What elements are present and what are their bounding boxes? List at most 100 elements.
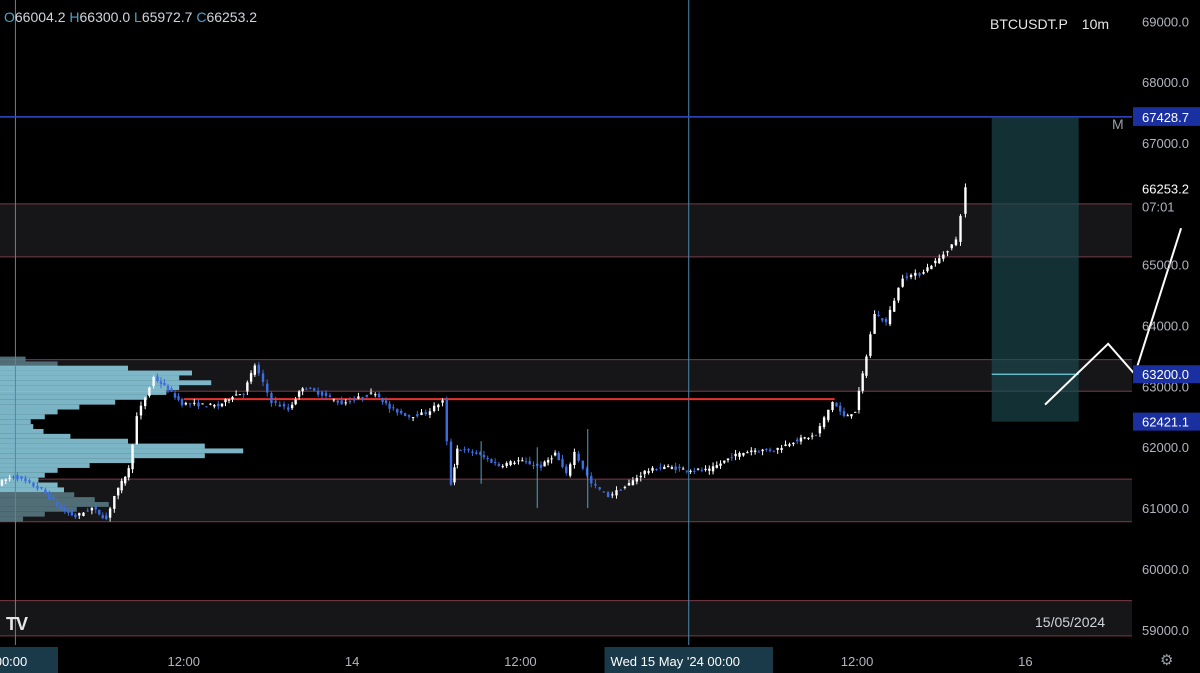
ohlc-high-value: 66300.0 <box>79 9 131 25</box>
candle-body <box>294 399 297 405</box>
candle-body <box>746 452 749 454</box>
candle-body <box>184 402 188 405</box>
candle-body <box>348 400 352 403</box>
ohlc-readout: O66004.2 H66300.0 L65972.7 C66253.2 <box>4 9 257 25</box>
candle-body <box>246 382 249 392</box>
candle-body <box>78 513 81 516</box>
candle-body <box>67 510 70 513</box>
candle-body <box>197 402 200 407</box>
candle-body <box>152 377 155 386</box>
projection-path <box>1044 227 1183 406</box>
ohlc-close-key: C <box>196 9 207 25</box>
candle-body <box>670 467 674 469</box>
candle-body <box>486 458 489 460</box>
ohlc-open-value: 66004.2 <box>14 9 66 25</box>
last-price-label: 66253.2 <box>1142 181 1189 196</box>
x-crosshair-tag <box>0 647 58 673</box>
candle-body <box>846 415 849 417</box>
candle-body <box>647 471 650 473</box>
candle-body <box>24 478 27 482</box>
candle-body <box>123 476 127 484</box>
symbol-name[interactable]: BTCUSDT.P <box>990 16 1068 32</box>
candle-body <box>278 404 282 407</box>
candles <box>0 183 967 522</box>
candle-body <box>780 448 783 450</box>
candle-body <box>964 187 967 214</box>
candle-body <box>116 487 120 496</box>
candle-body <box>156 376 159 381</box>
candle-body <box>674 466 677 470</box>
candle-body <box>877 315 880 317</box>
gear-icon[interactable]: ⚙ <box>1160 652 1174 669</box>
volume-profile-bar <box>0 356 26 362</box>
candle-body <box>8 477 11 479</box>
candle-body <box>938 258 941 264</box>
candle-body <box>467 449 470 451</box>
volume-profile-bar <box>0 472 45 478</box>
candle-body <box>761 449 764 452</box>
candle-body <box>546 459 550 463</box>
measure-marker: M <box>1112 116 1124 132</box>
candle-body <box>663 466 666 470</box>
candle-body <box>365 394 369 397</box>
candle-body <box>765 448 768 451</box>
candle-body <box>681 468 685 470</box>
candle-body <box>52 497 55 500</box>
candle-body <box>180 399 184 406</box>
candle-body <box>328 395 332 398</box>
candle-body <box>475 452 478 454</box>
volume-profile-bar <box>0 404 80 410</box>
ohlc-open-key: O <box>4 9 15 25</box>
candle-body <box>521 460 524 462</box>
interval-label[interactable]: 10m <box>1081 16 1110 32</box>
volume-profile-bar <box>0 428 44 434</box>
candle-body <box>959 215 962 242</box>
candle-body <box>509 461 512 466</box>
volume-profile-bar <box>0 438 128 444</box>
candle-body <box>388 403 391 409</box>
candle-body <box>90 507 94 511</box>
candle-body <box>234 394 238 396</box>
candle-body <box>361 397 364 399</box>
y-axis: 69000.068000.067000.065000.064000.063000… <box>1133 14 1200 638</box>
candle-body <box>257 364 261 374</box>
candle-body <box>678 466 681 469</box>
candle-body <box>914 272 917 276</box>
volume-profile-bar <box>0 385 180 391</box>
candle-body <box>170 388 173 392</box>
candle-body <box>166 385 170 391</box>
candle-body <box>615 490 618 496</box>
candle-body <box>827 409 830 421</box>
candle-body <box>384 400 388 404</box>
candle-body <box>803 437 806 439</box>
candle-body <box>266 383 269 393</box>
candle-body <box>776 447 779 450</box>
candle-body <box>693 470 696 472</box>
candle-body <box>639 475 642 478</box>
candle-body <box>94 506 97 510</box>
candle-body <box>127 468 130 478</box>
candle-body <box>340 400 343 405</box>
candle-body <box>726 458 730 461</box>
candle-body <box>287 407 290 410</box>
volume-profile-bar <box>0 502 109 507</box>
volume-profile-bar <box>0 477 39 483</box>
candle-body <box>839 405 842 412</box>
candle-body <box>48 492 51 500</box>
candle-body <box>505 463 508 467</box>
candle-body <box>788 444 791 446</box>
symbol-info[interactable]: BTCUSDT.P 10m <box>990 16 1109 32</box>
tradingview-logo-icon[interactable]: TV <box>6 614 28 634</box>
candle-body <box>738 453 741 457</box>
y-tick-label: 69000.0 <box>1142 14 1189 29</box>
volume-profile-bar <box>0 399 116 405</box>
ohlc-high-key: H <box>69 9 80 25</box>
volume-profile-bar <box>0 365 128 371</box>
candle-body <box>432 405 436 412</box>
candle-body <box>565 466 568 474</box>
price-tag <box>1133 365 1200 384</box>
candle-body <box>757 451 761 453</box>
candle-body <box>86 510 89 512</box>
candle-body <box>611 494 614 496</box>
